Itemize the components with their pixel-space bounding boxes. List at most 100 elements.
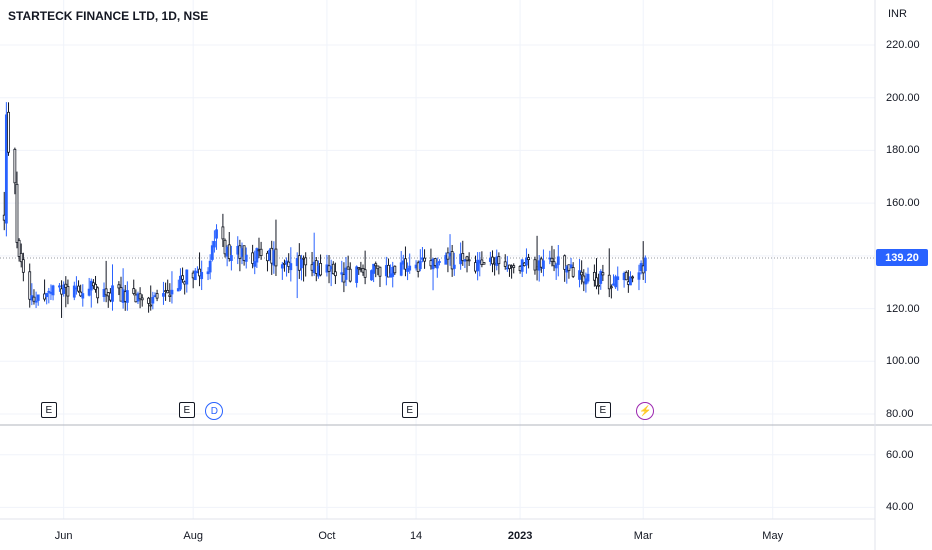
candle: [448, 234, 452, 266]
candle: [240, 242, 244, 265]
candle: [401, 254, 405, 270]
candle: [359, 261, 363, 273]
candle: [17, 238, 21, 262]
candle: [346, 255, 350, 270]
candle: [552, 249, 556, 272]
candle: [612, 274, 615, 286]
candle: [563, 254, 567, 282]
candle: [191, 270, 195, 289]
y-tick-label: 60.00: [886, 448, 914, 461]
candle: [569, 257, 573, 269]
candle: [393, 265, 397, 275]
candle: [102, 282, 106, 302]
candle: [438, 259, 441, 266]
candle: [151, 291, 155, 310]
candle: [503, 254, 507, 270]
y-tick-label: 40.00: [886, 501, 914, 514]
candle: [244, 247, 248, 269]
candle: [505, 256, 509, 272]
y-tick-label: 120.00: [886, 302, 920, 315]
candle: [452, 252, 456, 276]
candle: [123, 285, 127, 311]
candle: [527, 253, 530, 269]
y-tick-label: 180.00: [886, 144, 920, 157]
candle: [21, 252, 25, 282]
candle: [193, 268, 197, 281]
candle: [578, 259, 581, 288]
earnings-event-marker[interactable]: E: [40, 402, 57, 418]
candle: [213, 230, 216, 253]
candle: [176, 279, 180, 292]
candle: [461, 240, 465, 266]
candle: [149, 285, 153, 311]
candle: [467, 252, 471, 266]
candle: [329, 259, 333, 287]
candle: [334, 262, 337, 285]
candle: [406, 262, 409, 281]
candle: [488, 251, 492, 266]
candle: [117, 281, 121, 296]
candle: [225, 245, 229, 267]
candle: [614, 274, 618, 289]
dividend-event-marker[interactable]: D: [205, 402, 224, 420]
candle: [223, 238, 227, 258]
candle: [96, 286, 100, 304]
candle: [77, 280, 80, 293]
candle: [236, 236, 240, 265]
candle: [550, 245, 554, 267]
candle: [599, 269, 603, 290]
candle: [624, 270, 628, 281]
candle: [399, 251, 403, 277]
candle: [319, 254, 322, 277]
chart-title: STARTECK FINANCE LTD, 1D, NSE: [8, 9, 209, 23]
candle: [304, 252, 308, 277]
x-tick-label: Jun: [54, 530, 73, 542]
x-tick-label: Mar: [633, 530, 653, 542]
candle: [255, 247, 259, 269]
candles: [2, 102, 647, 318]
currency-label: INR: [888, 8, 907, 20]
candle: [108, 288, 112, 303]
candle: [344, 257, 348, 287]
candle: [525, 248, 528, 274]
candle: [66, 279, 70, 305]
candle: [476, 252, 480, 281]
candle: [370, 269, 373, 281]
candle: [342, 262, 346, 293]
candle: [81, 284, 85, 307]
candle: [429, 248, 433, 270]
candle: [162, 281, 165, 305]
candle: [414, 260, 418, 271]
candle: [378, 266, 382, 287]
y-tick-label: 100.00: [886, 355, 920, 368]
candle: [435, 257, 439, 278]
candle: [94, 275, 97, 293]
candle: [626, 270, 630, 293]
candle: [28, 263, 32, 308]
candle: [595, 258, 598, 290]
candle: [482, 262, 486, 265]
candle: [183, 280, 187, 295]
candle: [497, 252, 501, 275]
candle: [253, 250, 257, 275]
candle: [372, 263, 376, 283]
candle: [582, 269, 586, 292]
candle: [242, 245, 246, 266]
candle: [7, 102, 10, 156]
earnings-event-marker[interactable]: E: [178, 402, 195, 418]
x-tick-label: Oct: [318, 530, 336, 542]
earnings-event-marker[interactable]: E: [594, 402, 611, 418]
candle: [493, 257, 497, 276]
candle: [609, 284, 613, 299]
candle: [361, 264, 365, 276]
candle: [132, 279, 136, 296]
candle: [13, 147, 17, 195]
candle: [251, 244, 255, 269]
split-event-marker[interactable]: ⚡: [636, 402, 655, 420]
earnings-event-marker[interactable]: E: [401, 402, 418, 418]
candle: [556, 244, 560, 277]
candle: [62, 281, 66, 297]
candle: [111, 264, 114, 311]
